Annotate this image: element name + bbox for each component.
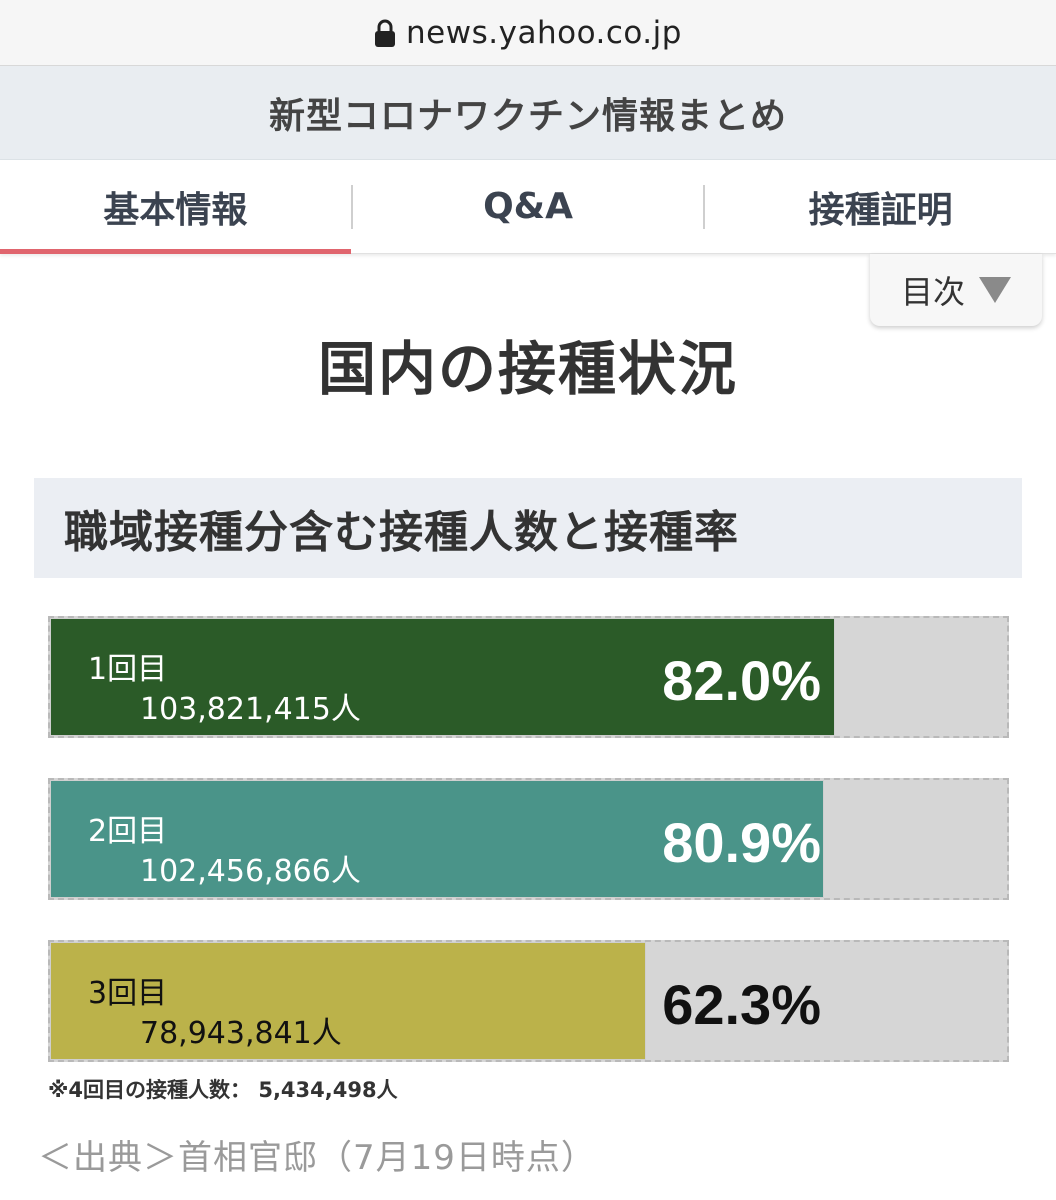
bar-percent-label: 80.9% (662, 811, 821, 874)
page-title: 新型コロナワクチン情報まとめ (268, 95, 787, 137)
toc-button[interactable]: 目次 (870, 254, 1042, 326)
browser-url-bar[interactable]: news.yahoo.co.jp (0, 0, 1056, 66)
bar-dose-label: 1回目 (88, 652, 168, 687)
bar-percent-label: 82.0% (662, 649, 821, 712)
bar-count-label: 103,821,415人 (140, 692, 361, 727)
vaccination-bar-dose1: 1回目 103,821,415人 82.0% (48, 616, 1009, 738)
bar-count-label: 78,943,841人 (140, 1016, 342, 1051)
vaccination-bar-dose2: 2回目 102,456,866人 80.9% (48, 778, 1009, 900)
bar-count-label: 102,456,866人 (140, 854, 361, 889)
tab-divider (350, 184, 353, 229)
bar-fill-dose1 (50, 618, 835, 736)
bar-percent-label: 62.3% (662, 973, 821, 1036)
tab-label: 接種証明 (808, 189, 953, 231)
triangle-down-icon (979, 277, 1011, 303)
lock-icon (375, 19, 396, 47)
tab-basic-info[interactable]: 基本情報 (0, 160, 351, 254)
url-text: news.yahoo.co.jp (406, 14, 682, 51)
bar-dose-label: 3回目 (88, 976, 168, 1011)
subheading: 職域接種分含む接種人数と接種率 (64, 507, 739, 558)
tab-label: 基本情報 (103, 189, 248, 231)
tab-label: Q&A (483, 186, 573, 227)
section-title: 国内の接種状況 (317, 335, 738, 403)
fourth-dose-footnote: ※4回目の接種人数： 5,434,498人 (48, 1078, 398, 1102)
tab-bar: 基本情報 Q&A 接種証明 (0, 160, 1056, 254)
page-header: 新型コロナワクチン情報まとめ (0, 66, 1056, 160)
tab-divider (703, 184, 706, 229)
source-citation: ＜出典＞首相官邸（7月19日時点） (38, 1138, 596, 1178)
tab-vaccination-certificate[interactable]: 接種証明 (705, 160, 1056, 253)
bar-fill-dose3 (50, 942, 646, 1060)
bar-fill-dose2 (50, 780, 824, 898)
subheading-box: 職域接種分含む接種人数と接種率 (34, 478, 1022, 578)
vaccination-bar-dose3: 3回目 78,943,841人 62.3% (48, 940, 1009, 1062)
bar-dose-label: 2回目 (88, 814, 168, 849)
toc-label: 目次 (900, 273, 965, 311)
tab-qa[interactable]: Q&A (353, 160, 704, 253)
